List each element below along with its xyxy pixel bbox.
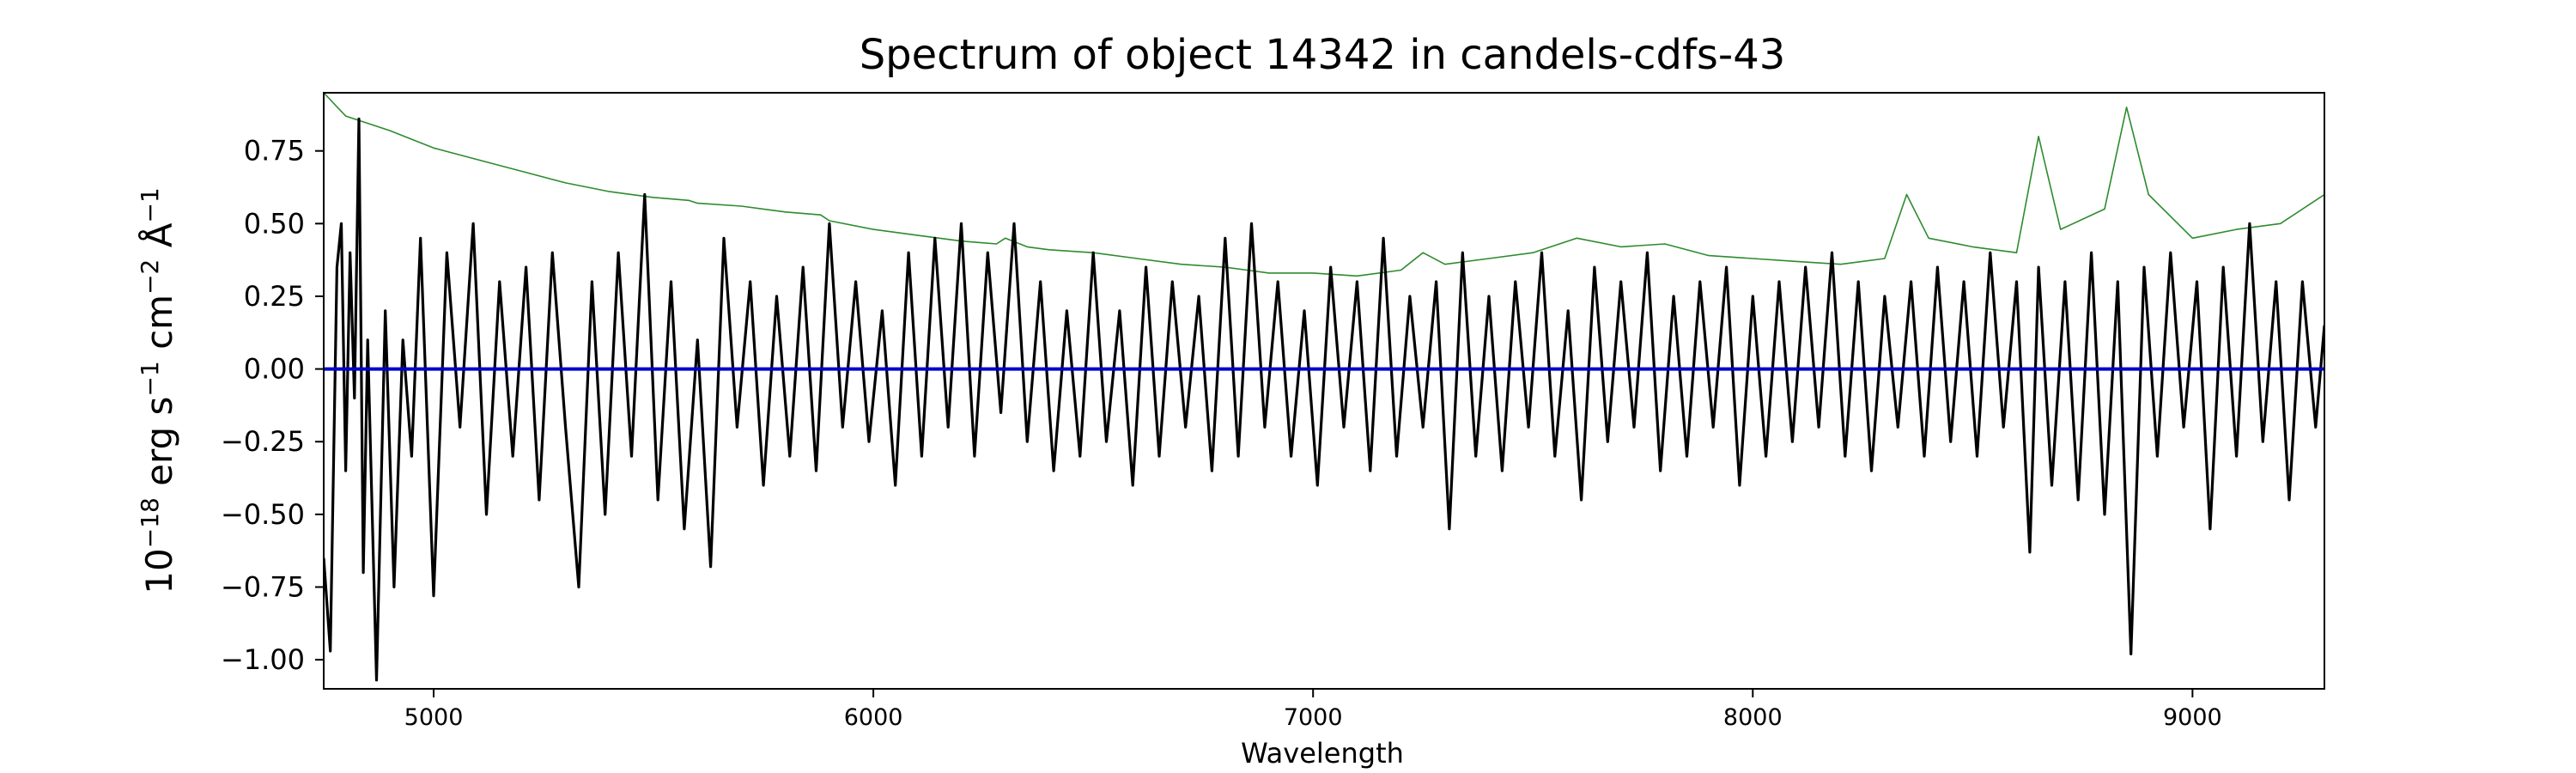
x-tick-label: 7000 <box>1284 704 1343 731</box>
y-label-exp3: −1 <box>136 187 164 222</box>
y-tick-label: −0.75 <box>221 571 305 604</box>
y-label-exp: −18 <box>136 497 164 548</box>
x-tick-label: 5000 <box>404 704 464 731</box>
y-tick-label: −1.00 <box>221 643 305 676</box>
y-label-exp2: −2 <box>136 259 164 295</box>
y-tick-label: 0.00 <box>244 353 305 386</box>
y-axis-label: 10−18 erg s−1 cm−2 Å−1 <box>136 187 181 593</box>
y-tick-label: −0.50 <box>221 498 305 531</box>
y-tick-label: −0.25 <box>221 425 305 458</box>
x-tick-label: 9000 <box>2163 704 2222 731</box>
plot-frame <box>323 92 2325 690</box>
y-tick-label: 0.50 <box>244 207 305 240</box>
y-label-unit-erg: erg s <box>138 397 180 498</box>
error-series-line <box>324 93 2324 277</box>
flux-series-line <box>324 117 2324 682</box>
y-label-base: 10 <box>138 548 180 593</box>
x-axis-ticks: 5000 6000 7000 8000 9000 <box>404 689 2222 731</box>
y-label-unit-angstrom: Å <box>137 222 180 259</box>
y-tick-label: 0.25 <box>244 280 305 313</box>
chart-title: Spectrum of object 14342 in candels-cdfs… <box>860 31 1786 79</box>
series-layer <box>324 93 2324 682</box>
x-tick-label: 6000 <box>844 704 903 731</box>
x-axis-label: Wavelength <box>1241 737 1404 770</box>
y-tick-label: 0.75 <box>244 135 305 167</box>
y-label-unit-cm: cm <box>138 295 180 361</box>
x-tick-label: 8000 <box>1723 704 1783 731</box>
y-axis-ticks: 0.75 0.50 0.25 0.00 −0.25 −0.50 −0.75 −1.00 <box>221 135 324 676</box>
y-label-exp1: −1 <box>136 361 164 396</box>
